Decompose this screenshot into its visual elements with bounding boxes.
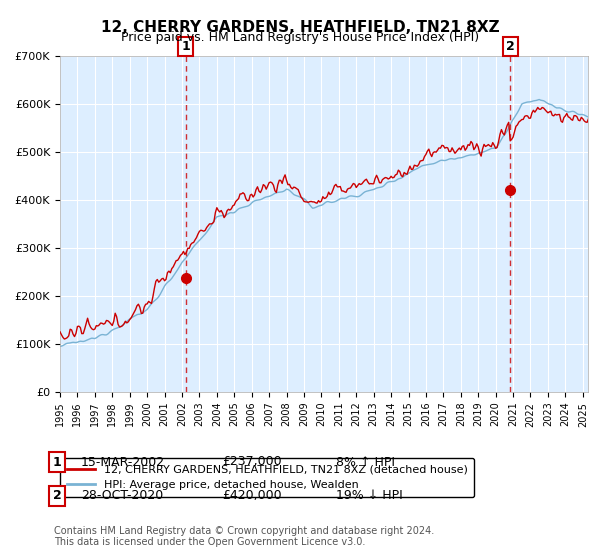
Text: £420,000: £420,000 [222, 489, 281, 502]
Text: 12, CHERRY GARDENS, HEATHFIELD, TN21 8XZ: 12, CHERRY GARDENS, HEATHFIELD, TN21 8XZ [101, 20, 499, 35]
Text: This data is licensed under the Open Government Licence v3.0.: This data is licensed under the Open Gov… [54, 537, 365, 547]
Text: £237,000: £237,000 [222, 455, 281, 469]
Text: 1: 1 [53, 455, 61, 469]
Legend: 12, CHERRY GARDENS, HEATHFIELD, TN21 8XZ (detached house), HPI: Average price, d: 12, CHERRY GARDENS, HEATHFIELD, TN21 8XZ… [60, 458, 474, 497]
Text: 19% ↓ HPI: 19% ↓ HPI [336, 489, 403, 502]
Text: 28-OCT-2020: 28-OCT-2020 [81, 489, 163, 502]
Text: 2: 2 [506, 40, 514, 53]
Text: 8% ↑ HPI: 8% ↑ HPI [336, 455, 395, 469]
Text: Contains HM Land Registry data © Crown copyright and database right 2024.: Contains HM Land Registry data © Crown c… [54, 526, 434, 536]
Text: 1: 1 [181, 40, 190, 53]
Text: 15-MAR-2002: 15-MAR-2002 [81, 455, 165, 469]
Text: 2: 2 [53, 489, 61, 502]
Text: Price paid vs. HM Land Registry's House Price Index (HPI): Price paid vs. HM Land Registry's House … [121, 31, 479, 44]
